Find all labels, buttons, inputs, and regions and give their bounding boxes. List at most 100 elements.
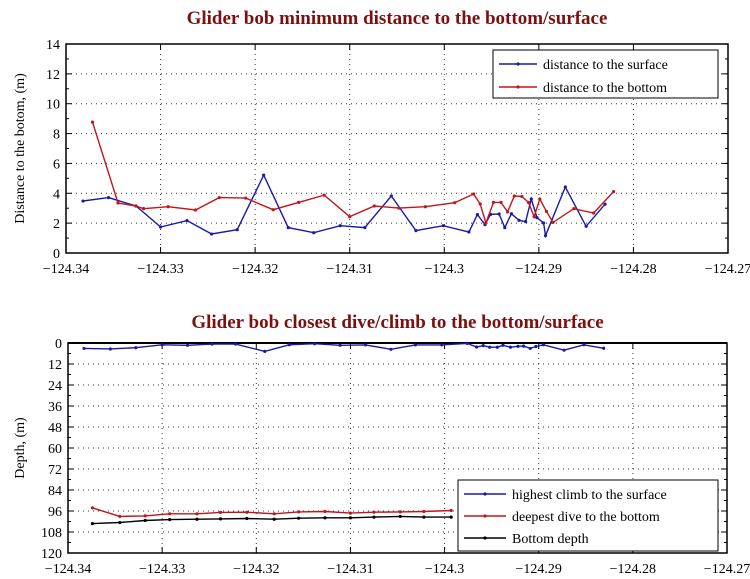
y-tick-label: 48 [48,421,62,436]
data-point [166,205,170,209]
data-point [398,514,402,519]
data-point [286,226,290,230]
data-point [106,196,111,200]
y-tick-label: 120 [41,547,62,562]
y-axis-label: Depth, (m) [13,417,28,479]
data-point [116,201,120,205]
data-point [389,347,393,351]
data-point [508,345,513,349]
data-point [563,185,567,189]
data-point [528,346,532,351]
data-point [297,516,301,520]
data-point [323,516,327,520]
y-tick-label: 14 [46,38,60,53]
data-point [603,202,607,206]
data-point [185,343,190,347]
data-point [363,343,368,347]
data-point [467,230,471,234]
y-tick-label: 72 [48,463,62,478]
chart-title: Glider bob minimum distance to the botto… [187,8,608,29]
data-point [422,515,426,519]
x-tick-label: −124.33 [139,562,185,577]
y-tick-label: 8 [53,128,60,143]
chart-title: Glider bob closest dive/climb to the bot… [191,312,603,333]
data-point [516,344,520,348]
data-point [338,224,342,228]
data-point [262,173,266,177]
data-point [611,190,616,194]
data-point [389,194,393,198]
data-point [245,516,249,521]
data-point [312,231,316,235]
data-point [272,517,276,521]
data-point [495,345,499,349]
data-point [90,506,95,510]
x-tick-label: −124.3 [425,262,464,277]
data-point [512,194,516,198]
y-tick-label: 0 [53,247,60,262]
data-point [592,211,596,215]
data-point [141,207,146,211]
legend-label: Bottom depth [512,532,589,547]
chart-2: Glider bob closest dive/climb to the bot… [13,312,750,577]
data-point [582,343,586,347]
data-point [217,196,221,200]
x-tick-label: −124.28 [610,562,656,577]
data-point [322,193,326,197]
data-point [235,228,239,232]
data-point [348,511,353,515]
legend-marker [516,62,520,66]
data-point [323,509,327,514]
data-point [372,515,376,519]
data-point [210,232,214,236]
x-tick-label: −124.3 [425,562,464,577]
data-point [572,207,576,211]
x-tick-label: −124.28 [610,262,656,277]
data-point [529,197,533,201]
data-point [532,215,536,219]
legend: highest climb to the surface deepest dive… [457,479,719,552]
data-point [440,343,444,347]
data-point [81,199,85,203]
data-point [422,509,426,514]
y-tick-label: 96 [48,505,62,520]
legend: distance to the surface distance to the b… [492,49,719,99]
y-tick-label: 84 [48,484,62,499]
data-point [423,205,427,209]
data-point [524,220,528,224]
data-point [509,212,514,216]
legend-label: highest climb to the surface [512,488,667,503]
y-tick-label: 4 [53,187,60,202]
data-point [441,224,445,228]
data-point [297,510,301,514]
data-point [413,343,417,347]
data-point [491,200,496,204]
data-point [287,343,291,347]
data-point [517,218,521,222]
data-point [160,343,164,347]
x-tick-label: −124.34 [45,562,91,577]
data-point [449,508,453,513]
data-point [168,517,172,522]
y-tick-label: 108 [41,526,62,541]
data-point [551,220,555,224]
data-point [82,346,86,351]
x-tick-label: −124.31 [327,262,373,277]
y-tick-label: 24 [48,379,62,394]
data-point [218,510,223,514]
data-point [478,202,482,206]
data-point [398,510,402,514]
data-point [535,216,539,220]
x-tick-label: −124.29 [516,262,562,277]
data-point [488,345,492,349]
data-point [602,346,606,350]
data-point [497,212,501,216]
legend-box [492,49,719,99]
data-point [506,210,510,214]
data-point [484,221,488,225]
data-point [90,522,95,526]
data-point [501,343,505,347]
plot-frame [65,43,729,254]
y-tick-label: 12 [46,68,60,83]
data-point [143,514,147,518]
